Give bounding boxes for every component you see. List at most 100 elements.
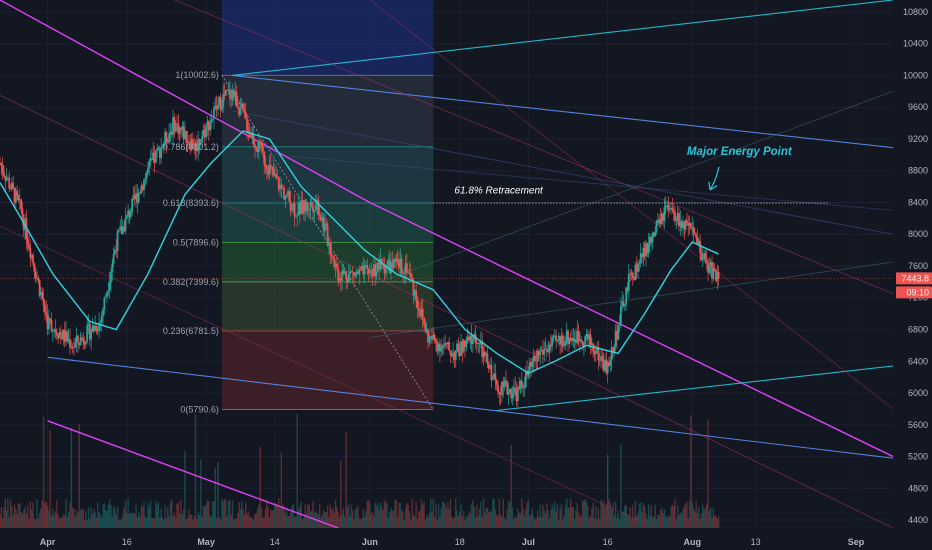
volume-bar xyxy=(369,503,371,528)
trend-line xyxy=(232,0,894,76)
candle-body xyxy=(354,273,357,276)
candle-body xyxy=(498,391,501,395)
volume-bar xyxy=(201,516,203,528)
trend-line xyxy=(174,0,894,295)
volume-bar xyxy=(455,498,457,528)
time-tick-label: Apr xyxy=(40,537,56,547)
candle-body xyxy=(207,121,210,131)
candle-body xyxy=(317,199,320,215)
volume-bar xyxy=(431,511,433,528)
fib-level-label: 0.618(8393.6) xyxy=(163,198,219,208)
candle-body xyxy=(557,336,560,340)
volume-bar xyxy=(530,513,532,528)
volume-bar xyxy=(568,507,571,528)
candle-body xyxy=(365,265,367,266)
volume-bar xyxy=(344,516,346,528)
volume-bar xyxy=(91,514,94,528)
candle-body xyxy=(576,331,579,343)
candle-body xyxy=(641,253,643,258)
trend-line xyxy=(232,74,894,149)
candle-body xyxy=(490,365,493,381)
candle-body xyxy=(667,204,670,210)
fib-zone xyxy=(221,330,434,410)
volume-bar xyxy=(375,505,378,528)
candle-body xyxy=(345,271,348,279)
candle-body xyxy=(211,118,214,120)
volume-bar xyxy=(219,519,222,528)
volume-bar xyxy=(584,499,586,528)
candle-body xyxy=(709,261,712,267)
volume-bar xyxy=(86,519,88,528)
volume-bar xyxy=(509,502,511,528)
candle-body xyxy=(172,117,174,135)
candle-body xyxy=(320,215,322,221)
countdown-tag xyxy=(896,286,932,299)
volume-bar xyxy=(147,502,149,528)
volume-bar xyxy=(398,502,400,528)
volume-bar xyxy=(456,510,458,528)
candle-body xyxy=(507,392,510,395)
volume-bar xyxy=(258,504,260,528)
volume-bar xyxy=(588,517,590,528)
volume-bar xyxy=(209,514,211,528)
candle-body xyxy=(33,262,36,272)
volume-bar xyxy=(683,505,685,528)
volume-bar xyxy=(534,519,536,528)
volume-bar xyxy=(202,505,205,528)
volume-bar xyxy=(289,511,292,528)
candle-body xyxy=(272,168,275,176)
volume-bar xyxy=(419,510,421,528)
candle-body xyxy=(0,162,3,166)
volume-bar xyxy=(667,515,670,528)
volume-bar xyxy=(275,504,277,528)
candle-body xyxy=(522,385,525,389)
volume-bar xyxy=(670,506,672,528)
volume-bar xyxy=(69,502,71,528)
candle-body xyxy=(9,188,12,190)
energy-point-label: Major Energy Point xyxy=(687,146,793,158)
trend-line xyxy=(369,0,894,410)
candle-body xyxy=(635,264,638,272)
candle-body xyxy=(41,292,44,299)
candle-body xyxy=(423,317,425,325)
candle-body xyxy=(108,282,111,291)
candle-body xyxy=(571,338,573,341)
volume-bar xyxy=(593,518,596,528)
candle-body xyxy=(441,345,444,349)
volume-bar xyxy=(495,514,498,528)
candle-body xyxy=(585,333,588,336)
volume-bar xyxy=(429,498,432,528)
volume-bar xyxy=(266,499,268,528)
volume-bar xyxy=(271,510,273,528)
volume-bar xyxy=(0,514,1,528)
volume-bar xyxy=(17,503,20,528)
candle-body xyxy=(465,340,468,347)
candle-body xyxy=(17,195,20,201)
volume-bar xyxy=(245,502,247,528)
candle-body xyxy=(374,264,377,277)
candle-body xyxy=(367,269,370,274)
volume-bar xyxy=(505,519,507,528)
candle-body xyxy=(322,217,325,232)
candle-body xyxy=(619,306,622,325)
volume-bar xyxy=(279,507,281,528)
volume-bar xyxy=(167,507,169,528)
volume-bar xyxy=(439,516,441,528)
volume-bar xyxy=(99,514,102,528)
volume-bar xyxy=(459,511,461,528)
volume-bar xyxy=(621,512,623,528)
candle-body xyxy=(223,94,226,96)
candle-body xyxy=(452,352,455,357)
volume-bar xyxy=(612,502,614,528)
candle-body xyxy=(269,165,272,167)
volume-bar xyxy=(57,514,59,528)
candle-body xyxy=(265,166,268,171)
candle-body xyxy=(191,139,194,149)
candle-body xyxy=(561,336,564,347)
countdown-tag-text: 09:10 xyxy=(906,287,929,297)
volume-bar xyxy=(215,518,218,528)
candle-body xyxy=(445,343,448,344)
trend-line xyxy=(274,154,894,211)
